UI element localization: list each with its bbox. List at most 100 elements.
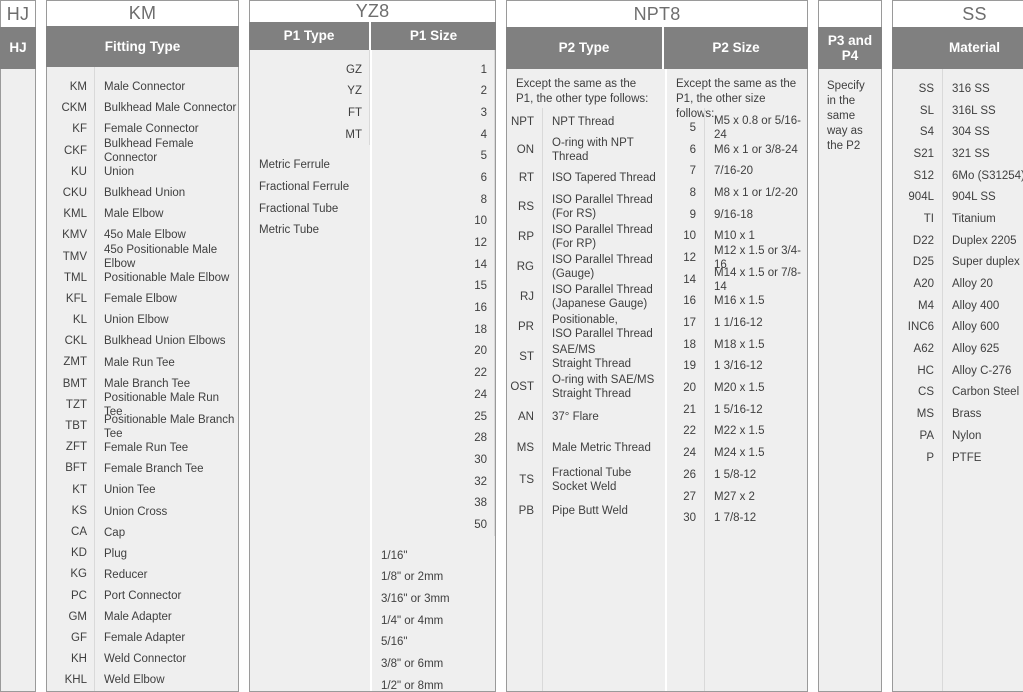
row-description: Male Connector — [104, 81, 186, 93]
row-description: Female Elbow — [104, 293, 177, 306]
row-description: Metric Ferrule — [259, 159, 330, 172]
table-row: M10 x 1 — [705, 225, 807, 247]
p1-type-code-list: GZ YZ FT MT — [250, 49, 370, 146]
row-description: 316 SS — [952, 82, 990, 95]
table-row: ISO Parallel Thread (Japanese Gauge) — [543, 282, 665, 312]
column-yz8: YZ8 P1 Type P1 Size GZ YZ FT MT Metric Ferr… — [249, 0, 496, 692]
table-row: 1/2" or 8mm — [372, 675, 495, 691]
table-row: A62 — [893, 338, 942, 360]
table-row: Brass — [943, 403, 1023, 425]
table-row: NPT — [507, 108, 542, 136]
column-gap — [496, 0, 506, 692]
row-code: RP — [518, 231, 534, 243]
row-description: Port Connector — [104, 589, 182, 602]
row-description: 1 1/16-12 — [714, 317, 763, 330]
table-row: 9/16-18 — [705, 204, 807, 226]
header-row-p3-p4: P3 and P4 — [818, 27, 882, 69]
table-row: Carbon Steel — [943, 382, 1023, 404]
table-row: 30 — [667, 507, 704, 529]
table-row: YZ — [250, 80, 369, 102]
row-code: RG — [516, 261, 534, 273]
row-description: M24 x 1.5 — [714, 447, 765, 460]
table-row: ISO Parallel Thread (For RP) — [543, 222, 665, 252]
table-row: SS — [893, 78, 942, 100]
table-row: HC — [893, 360, 942, 382]
table-row: CKU — [47, 182, 94, 203]
table-row: Female Run Tee — [95, 438, 238, 459]
row-code: 30 — [683, 512, 696, 525]
row-description: Positionable Male Branch Tee — [104, 413, 235, 440]
row-description: 45o Positionable Male Elbow — [104, 243, 218, 270]
row-description: 6Mo (S31254) — [952, 169, 1023, 182]
row-code: CA — [71, 525, 87, 538]
table-row: Bulkhead Union Elbows — [95, 331, 238, 352]
ss-desc-list: 316 SS 316L SS 304 SS 321 SS 6Mo (S31254) 904… — [943, 69, 1023, 691]
table-row: KM — [47, 76, 94, 97]
row-description: 9/16-18 — [714, 208, 754, 221]
row-code: 16 — [474, 302, 487, 315]
table-row: TMV — [47, 246, 94, 267]
table-row: 1 7/8-12 — [705, 507, 807, 529]
table-row: FT — [250, 102, 369, 124]
row-code: TML — [64, 271, 87, 284]
row-code: AN — [518, 411, 534, 423]
table-row: 18 — [667, 334, 704, 356]
table-row: Bulkhead Female Connector — [95, 138, 238, 164]
header-cell-fitting-type: Fitting Type — [104, 39, 181, 55]
row-code: KF — [72, 123, 87, 136]
row-code: CKM — [61, 102, 87, 115]
row-code: 12 — [474, 237, 487, 250]
row-description: Bulkhead Union — [104, 187, 186, 200]
body-p3-p4: Specify in the same way as the P2 — [818, 69, 882, 692]
row-code: 904L — [908, 191, 934, 204]
table-row: 6 — [372, 167, 494, 189]
body-ss: SS SL S4 S21 S12 904L TI D22 D25 A20 M4 INC6 A62 HC CS… — [892, 69, 1023, 692]
table-row: 5 — [667, 117, 704, 139]
table-row: Alloy C-276 — [943, 360, 1023, 382]
row-description: 3/16" or 3mm — [381, 593, 450, 606]
spacer — [250, 50, 369, 59]
row-description: 1 5/16-12 — [714, 403, 763, 416]
row-description: Fractional Tube Socket Weld — [552, 466, 632, 493]
table-row: Male Metric Thread — [543, 432, 665, 464]
header-cell-p3-and-p4: P3 and P4 — [827, 32, 873, 63]
body-npt8: Except the same as the P1, the other typ… — [506, 69, 808, 692]
row-code: 26 — [683, 468, 696, 481]
row-description: M20 x 1.5 — [714, 382, 765, 395]
table-row: ST — [507, 342, 542, 372]
row-code: 22 — [683, 425, 696, 438]
header-row-hj: HJ — [0, 27, 36, 69]
row-code: PR — [518, 321, 534, 333]
table-row: 12 — [372, 232, 494, 254]
row-code: A20 — [913, 278, 934, 291]
row-description: Alloy 20 — [952, 278, 993, 291]
column-gap — [239, 0, 249, 692]
row-description: Positionable Male Elbow — [104, 272, 230, 285]
table-row: PA — [893, 425, 942, 447]
row-code: 28 — [474, 432, 487, 445]
p2-type-rows: NPT ON RT RS RP RG RJ PR ST OST AN MS TS PB NPT Threa… — [507, 108, 665, 691]
row-code: CKF — [64, 144, 87, 157]
row-code: 22 — [474, 367, 487, 380]
spacer — [943, 69, 1023, 78]
table-row: 27 — [667, 486, 704, 508]
column-title-km: KM — [46, 0, 239, 27]
column-title-p3-p4 — [818, 0, 882, 27]
table-row: M5 x 0.8 or 5/16-24 — [705, 115, 807, 141]
row-description: Male Elbow — [104, 208, 164, 221]
table-row: MT — [250, 124, 369, 146]
table-row: Union Elbow — [95, 310, 238, 331]
row-code: MS — [516, 442, 534, 454]
row-description: M27 x 2 — [714, 490, 755, 503]
p2-size-code-list: 5 6 7 8 9 10 12 14 16 17 18 19 20 21 22 24 26 27 30 — [667, 108, 705, 691]
row-code: CS — [918, 386, 934, 399]
column-title-yz8: YZ8 — [249, 0, 496, 22]
header-cell-p1-type: P1 Type — [283, 28, 335, 44]
spacer — [893, 69, 942, 78]
row-description: O-ring with NPT Thread — [552, 136, 634, 163]
row-description: Female Run Tee — [104, 442, 189, 455]
table-row: Reducer — [95, 564, 238, 585]
table-row: 1 3/16-12 — [705, 356, 807, 378]
spacer — [667, 108, 704, 117]
row-code: 27 — [683, 490, 696, 503]
